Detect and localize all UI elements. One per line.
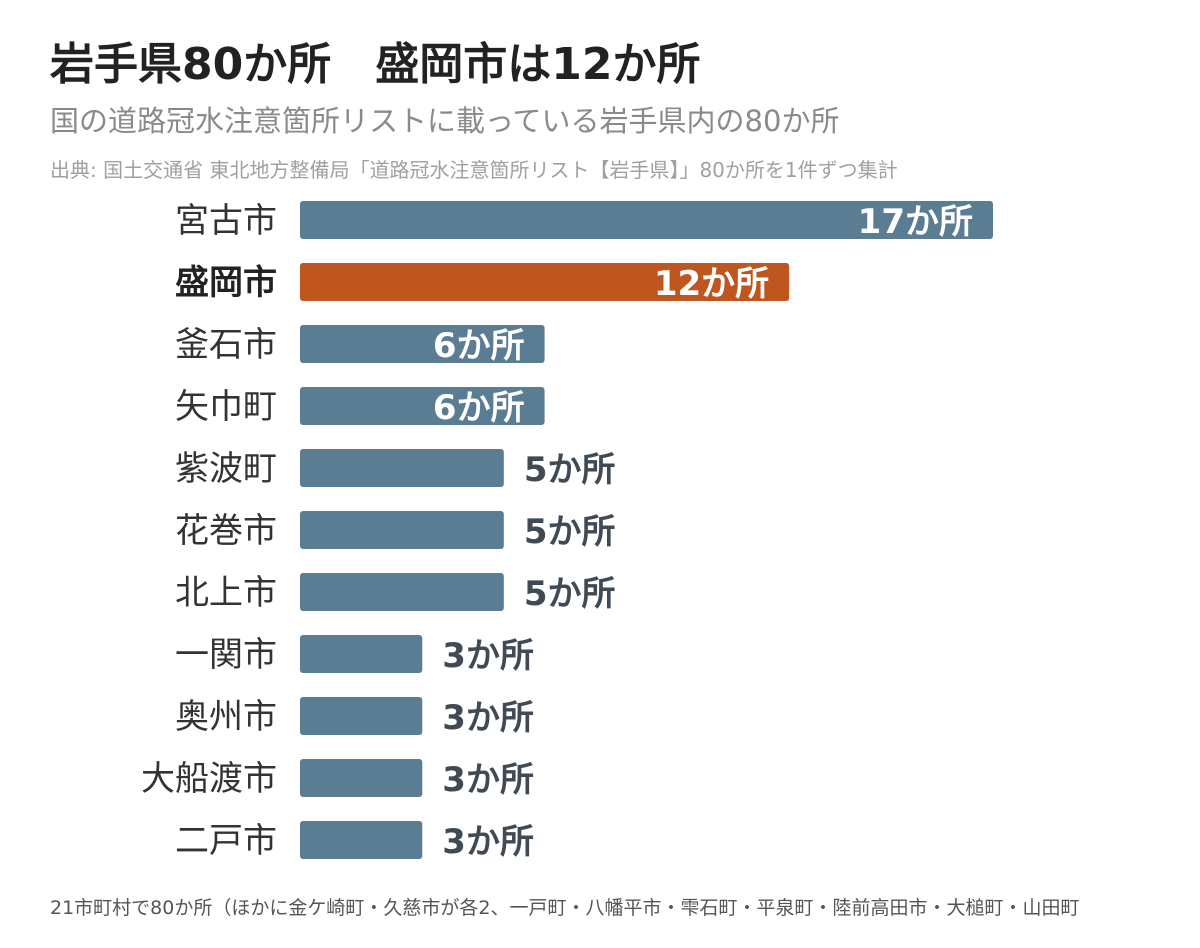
value-label: 3か所 [442,698,534,738]
bar [300,263,790,301]
value-label: 5か所 [524,574,616,614]
value-label: 6か所 [433,326,525,366]
chart-subtitle: 国の道路冠水注意箇所リストに載っている岩手県内の80か所 [50,104,840,138]
chart-footnote: 21市町村で80か所（ほかに金ケ崎町・久慈市が各2、一戸町・八幡平市・雫石町・平… [50,897,1080,919]
bar [300,759,423,797]
category-label: 盛岡市 [175,263,277,303]
category-label: 大船渡市 [141,759,277,799]
bar [300,573,504,611]
value-label: 5か所 [524,450,616,490]
value-label: 5か所 [524,512,616,552]
bar [300,449,504,487]
category-label: 奥州市 [175,697,277,737]
chart-title: 岩手県80か所 盛岡市は12か所 [50,39,701,90]
bar [300,697,423,735]
bar [300,635,423,673]
value-label: 17か所 [858,202,973,242]
category-label: 宮古市 [175,201,277,241]
category-label: 矢巾町 [175,387,277,427]
bar [300,387,545,425]
category-label: 一関市 [175,635,277,675]
category-label: 釜石市 [175,325,277,365]
category-label: 花巻市 [175,511,277,551]
category-label: 北上市 [175,573,277,613]
value-label: 3か所 [442,760,534,800]
value-label: 12か所 [654,264,769,304]
chart-source: 出典: 国土交通省 東北地方整備局「道路冠水注意箇所リスト【岩手県】」80か所を… [50,158,898,182]
bar [300,201,993,239]
value-label: 3か所 [442,636,534,676]
bar [300,511,504,549]
bar [300,325,545,363]
value-label: 6か所 [433,388,525,428]
bar [300,821,423,859]
category-label: 紫波町 [175,449,277,489]
value-label: 3か所 [442,822,534,862]
category-label: 二戸市 [175,821,277,861]
